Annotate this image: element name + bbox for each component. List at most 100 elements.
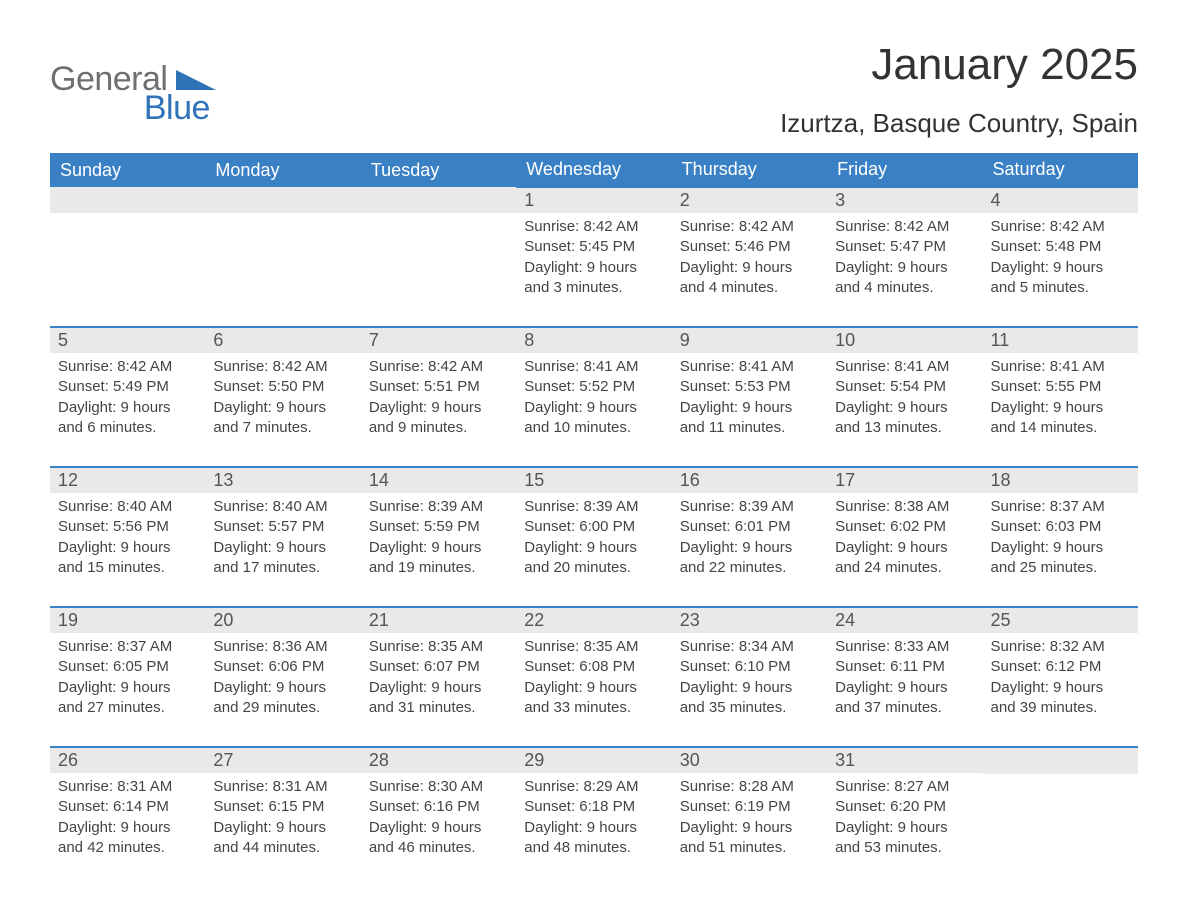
calendar-cell: 11Sunrise: 8:41 AMSunset: 5:55 PMDayligh… <box>983 327 1138 467</box>
daylight-line: Daylight: 9 hours and 19 minutes. <box>369 538 508 579</box>
day-details: Sunrise: 8:34 AMSunset: 6:10 PMDaylight:… <box>672 633 827 722</box>
calendar-cell <box>205 187 360 327</box>
sunrise-line: Sunrise: 8:41 AM <box>524 357 663 377</box>
calendar-cell: 25Sunrise: 8:32 AMSunset: 6:12 PMDayligh… <box>983 607 1138 747</box>
page-header: General Blue January 2025 Izurtza, Basqu… <box>50 40 1138 153</box>
calendar-cell: 28Sunrise: 8:30 AMSunset: 6:16 PMDayligh… <box>361 747 516 887</box>
calendar-cell <box>983 747 1138 887</box>
sunset-line: Sunset: 6:16 PM <box>369 797 508 817</box>
sunset-line: Sunset: 5:49 PM <box>58 377 197 397</box>
page-title: January 2025 <box>780 40 1138 90</box>
sunrise-line: Sunrise: 8:27 AM <box>835 777 974 797</box>
day-number: 8 <box>516 328 671 353</box>
day-number: 22 <box>516 608 671 633</box>
dayheader-wednesday: Wednesday <box>516 153 671 187</box>
sunrise-line: Sunrise: 8:42 AM <box>213 357 352 377</box>
day-number-empty <box>361 187 516 213</box>
day-number: 20 <box>205 608 360 633</box>
day-number: 7 <box>361 328 516 353</box>
day-details: Sunrise: 8:31 AMSunset: 6:15 PMDaylight:… <box>205 773 360 862</box>
sunrise-line: Sunrise: 8:41 AM <box>835 357 974 377</box>
day-details: Sunrise: 8:37 AMSunset: 6:03 PMDaylight:… <box>983 493 1138 582</box>
calendar-cell: 30Sunrise: 8:28 AMSunset: 6:19 PMDayligh… <box>672 747 827 887</box>
daylight-line: Daylight: 9 hours and 3 minutes. <box>524 258 663 299</box>
sunset-line: Sunset: 5:59 PM <box>369 517 508 537</box>
sunrise-line: Sunrise: 8:30 AM <box>369 777 508 797</box>
daylight-line: Daylight: 9 hours and 25 minutes. <box>991 538 1130 579</box>
sunset-line: Sunset: 6:20 PM <box>835 797 974 817</box>
calendar-cell: 3Sunrise: 8:42 AMSunset: 5:47 PMDaylight… <box>827 187 982 327</box>
sunrise-line: Sunrise: 8:42 AM <box>835 217 974 237</box>
day-details: Sunrise: 8:42 AMSunset: 5:46 PMDaylight:… <box>672 213 827 302</box>
day-details: Sunrise: 8:42 AMSunset: 5:47 PMDaylight:… <box>827 213 982 302</box>
calendar-cell: 20Sunrise: 8:36 AMSunset: 6:06 PMDayligh… <box>205 607 360 747</box>
calendar-cell: 14Sunrise: 8:39 AMSunset: 5:59 PMDayligh… <box>361 467 516 607</box>
sunset-line: Sunset: 5:46 PM <box>680 237 819 257</box>
calendar-cell: 13Sunrise: 8:40 AMSunset: 5:57 PMDayligh… <box>205 467 360 607</box>
calendar-cell: 10Sunrise: 8:41 AMSunset: 5:54 PMDayligh… <box>827 327 982 467</box>
daylight-line: Daylight: 9 hours and 42 minutes. <box>58 818 197 859</box>
day-number: 14 <box>361 468 516 493</box>
sunset-line: Sunset: 5:50 PM <box>213 377 352 397</box>
calendar-week-row: 26Sunrise: 8:31 AMSunset: 6:14 PMDayligh… <box>50 747 1138 887</box>
daylight-line: Daylight: 9 hours and 15 minutes. <box>58 538 197 579</box>
day-number: 30 <box>672 748 827 773</box>
daylight-line: Daylight: 9 hours and 22 minutes. <box>680 538 819 579</box>
sunrise-line: Sunrise: 8:35 AM <box>369 637 508 657</box>
logo: General Blue <box>50 60 216 128</box>
sunset-line: Sunset: 5:55 PM <box>991 377 1130 397</box>
sunset-line: Sunset: 6:12 PM <box>991 657 1130 677</box>
calendar-cell: 24Sunrise: 8:33 AMSunset: 6:11 PMDayligh… <box>827 607 982 747</box>
day-number: 31 <box>827 748 982 773</box>
sunrise-line: Sunrise: 8:38 AM <box>835 497 974 517</box>
dayheader-saturday: Saturday <box>983 153 1138 187</box>
page-subtitle: Izurtza, Basque Country, Spain <box>780 108 1138 139</box>
day-number: 18 <box>983 468 1138 493</box>
sunset-line: Sunset: 6:08 PM <box>524 657 663 677</box>
day-number: 1 <box>516 188 671 213</box>
day-number: 4 <box>983 188 1138 213</box>
calendar-week-row: 12Sunrise: 8:40 AMSunset: 5:56 PMDayligh… <box>50 467 1138 607</box>
calendar-cell: 26Sunrise: 8:31 AMSunset: 6:14 PMDayligh… <box>50 747 205 887</box>
dayheader-monday: Monday <box>205 153 360 187</box>
daylight-line: Daylight: 9 hours and 6 minutes. <box>58 398 197 439</box>
daylight-line: Daylight: 9 hours and 13 minutes. <box>835 398 974 439</box>
calendar-cell: 29Sunrise: 8:29 AMSunset: 6:18 PMDayligh… <box>516 747 671 887</box>
day-number: 23 <box>672 608 827 633</box>
calendar-cell: 19Sunrise: 8:37 AMSunset: 6:05 PMDayligh… <box>50 607 205 747</box>
day-details: Sunrise: 8:42 AMSunset: 5:49 PMDaylight:… <box>50 353 205 442</box>
day-number: 27 <box>205 748 360 773</box>
sunrise-line: Sunrise: 8:42 AM <box>680 217 819 237</box>
day-number: 16 <box>672 468 827 493</box>
sunset-line: Sunset: 5:48 PM <box>991 237 1130 257</box>
calendar-cell: 16 Sunrise: 8:39 AMSunset: 6:01 PMDayligh… <box>672 467 827 607</box>
sunrise-line: Sunrise: 8:32 AM <box>991 637 1130 657</box>
calendar-table: Sunday Monday Tuesday Wednesday Thursday… <box>50 153 1138 887</box>
calendar-week-row: 19Sunrise: 8:37 AMSunset: 6:05 PMDayligh… <box>50 607 1138 747</box>
daylight-line: Daylight: 9 hours and 31 minutes. <box>369 678 508 719</box>
day-number: 9 <box>672 328 827 353</box>
sunset-line: Sunset: 6:07 PM <box>369 657 508 677</box>
sunrise-line: Sunrise: 8:35 AM <box>524 637 663 657</box>
dayheader-thursday: Thursday <box>672 153 827 187</box>
day-details: Sunrise: 8:37 AMSunset: 6:05 PMDaylight:… <box>50 633 205 722</box>
sunset-line: Sunset: 6:11 PM <box>835 657 974 677</box>
sunrise-line: Sunrise: 8:39 AM <box>680 497 819 517</box>
dayheader-tuesday: Tuesday <box>361 153 516 187</box>
day-details: Sunrise: 8:39 AMSunset: 6:00 PMDaylight:… <box>516 493 671 582</box>
calendar-cell: 17Sunrise: 8:38 AMSunset: 6:02 PMDayligh… <box>827 467 982 607</box>
sunset-line: Sunset: 5:52 PM <box>524 377 663 397</box>
sunset-line: Sunset: 6:00 PM <box>524 517 663 537</box>
day-details: Sunrise: 8:32 AMSunset: 6:12 PMDaylight:… <box>983 633 1138 722</box>
calendar-body: 1Sunrise: 8:42 AMSunset: 5:45 PMDaylight… <box>50 187 1138 887</box>
daylight-line: Daylight: 9 hours and 17 minutes. <box>213 538 352 579</box>
sunrise-line: Sunrise: 8:36 AM <box>213 637 352 657</box>
sunset-line: Sunset: 6:01 PM <box>680 517 819 537</box>
calendar-cell: 4Sunrise: 8:42 AMSunset: 5:48 PMDaylight… <box>983 187 1138 327</box>
daylight-line: Daylight: 9 hours and 4 minutes. <box>680 258 819 299</box>
day-number-empty <box>205 187 360 213</box>
day-number: 25 <box>983 608 1138 633</box>
day-details: Sunrise: 8:40 AMSunset: 5:57 PMDaylight:… <box>205 493 360 582</box>
dayheader-friday: Friday <box>827 153 982 187</box>
dayheader-sunday: Sunday <box>50 153 205 187</box>
